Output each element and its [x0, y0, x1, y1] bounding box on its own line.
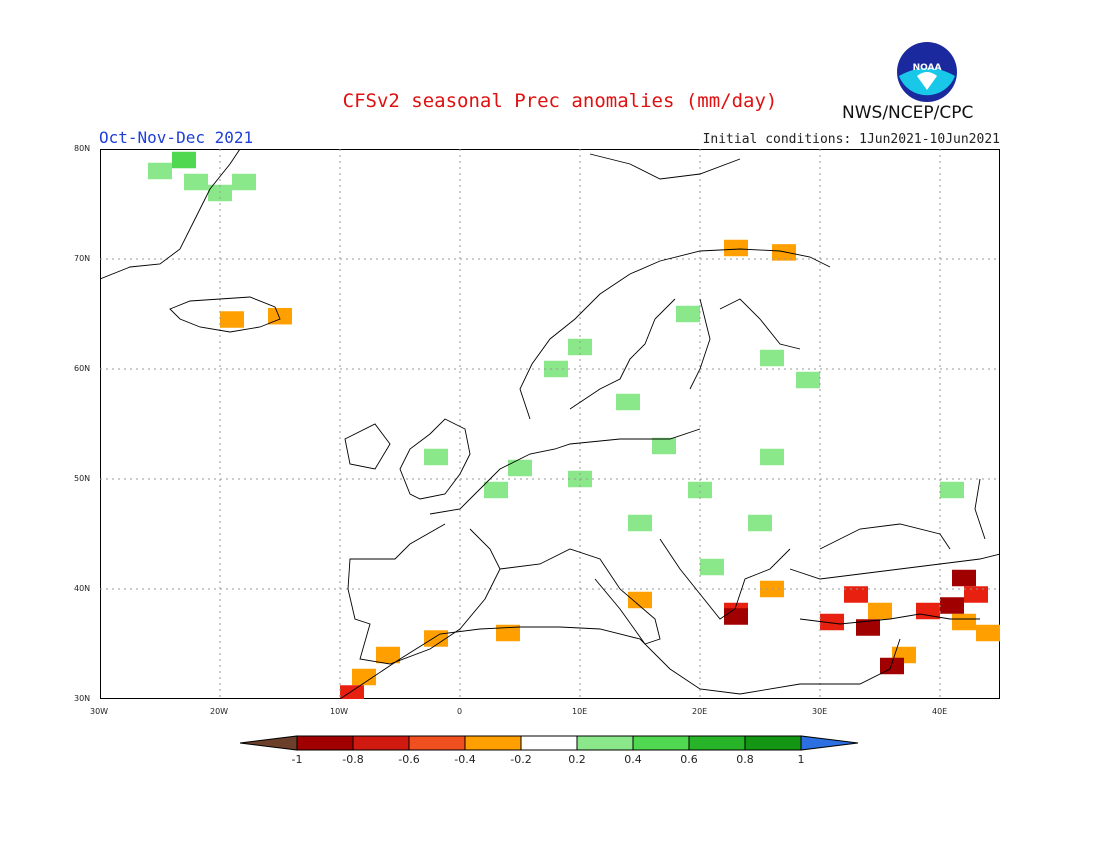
lat-tick: 50N [74, 474, 91, 483]
anomaly-cell [952, 569, 976, 587]
lat-tick: 80N [74, 144, 91, 153]
colorbar-label: -0.8 [342, 753, 364, 766]
colorbar-label: 0.4 [624, 753, 642, 766]
anomaly-cell [796, 371, 820, 389]
anomaly-cell [508, 459, 532, 477]
anomaly-cell [340, 685, 364, 699]
anomaly-cell [772, 244, 796, 261]
colorbar-label: -0.2 [510, 753, 532, 766]
lat-tick: 70N [74, 254, 91, 263]
colorbar [240, 735, 859, 751]
anomaly-cell [820, 613, 844, 631]
anomaly-cell [652, 437, 676, 455]
chart-title: CFSv2 seasonal Prec anomalies (mm/day) [342, 90, 778, 112]
colorbar-label: -1 [291, 753, 303, 766]
lat-tick: 60N [74, 364, 91, 373]
anomaly-cell [424, 630, 448, 647]
colorbar-label: 0.6 [680, 753, 698, 766]
colorbar-segment [520, 735, 578, 751]
anomaly-cell [724, 239, 748, 257]
lon-tick: 30W [90, 707, 109, 716]
anomaly-cell [844, 586, 868, 603]
anomaly-cell [172, 151, 196, 169]
lat-tick: 30N [74, 694, 91, 703]
agency-label: NWS/NCEP/CPC [842, 103, 974, 123]
lon-tick: 20W [210, 707, 229, 716]
anomaly-cell [916, 602, 940, 620]
lon-tick: 30E [812, 707, 828, 716]
coastlines [100, 149, 1000, 699]
lon-tick: 0 [457, 707, 463, 716]
colorbar-label: 0.2 [568, 753, 586, 766]
anomaly-cell [148, 162, 172, 180]
colorbar-segment [576, 735, 634, 751]
colorbar-segment [296, 735, 354, 751]
svg-text:NOAA: NOAA [913, 63, 942, 73]
anomaly-cell [952, 613, 976, 631]
colorbar-label: 0.8 [736, 753, 754, 766]
anomaly-cell [964, 586, 988, 603]
anomaly-cell [940, 481, 964, 499]
initial-conditions: Initial conditions: 1Jun2021-10Jun2021 [702, 132, 1000, 147]
colorbar-segment [632, 735, 690, 751]
colorbar-segment [464, 735, 522, 751]
lon-tick: 10W [330, 707, 349, 716]
anomaly-cell [424, 448, 448, 466]
lon-tick: 20E [692, 707, 708, 716]
lon-tick: 10E [572, 707, 588, 716]
anomaly-cell [760, 448, 784, 466]
anomaly-cell [868, 602, 892, 620]
anomaly-cell [676, 305, 700, 323]
anomaly-cells [148, 151, 1000, 699]
anomaly-cell [688, 481, 712, 499]
forecast-period: Oct-Nov-Dec 2021 [99, 128, 254, 147]
anomaly-cell [880, 657, 904, 675]
anomaly-cell [760, 349, 784, 367]
anomaly-cell [748, 514, 772, 532]
anomaly-cell [232, 173, 256, 191]
anomaly-cell [616, 393, 640, 411]
colorbar-segment [352, 735, 410, 751]
colorbar-min-arrow [240, 735, 298, 751]
lat-tick: 40N [74, 584, 91, 593]
anomaly-cell [268, 307, 292, 325]
colorbar-segment [744, 735, 802, 751]
noaa-logo-icon: NOAA [897, 42, 957, 102]
anomaly-cell [856, 619, 880, 636]
anomaly-cell [352, 668, 376, 686]
colorbar-label: -0.4 [454, 753, 476, 766]
colorbar-segment [408, 735, 466, 751]
anomaly-cell [496, 624, 520, 642]
anomaly-cell [700, 558, 724, 576]
graticule [100, 149, 1000, 699]
anomaly-cell [628, 591, 652, 609]
anomaly-cell [376, 646, 400, 664]
colorbar-label: 1 [797, 753, 805, 766]
anomaly-cell [220, 311, 244, 328]
anomaly-cell [184, 173, 208, 191]
anomaly-cell [976, 624, 1000, 642]
lon-tick: 40E [932, 707, 948, 716]
colorbar-max-arrow [800, 735, 859, 751]
anomaly-cell [628, 514, 652, 532]
anomaly-cell [724, 608, 748, 625]
colorbar-label: -0.6 [398, 753, 420, 766]
anomaly-map [100, 149, 1000, 699]
anomaly-cell [484, 481, 508, 499]
colorbar-segment [688, 735, 746, 751]
anomaly-cell [940, 597, 964, 614]
